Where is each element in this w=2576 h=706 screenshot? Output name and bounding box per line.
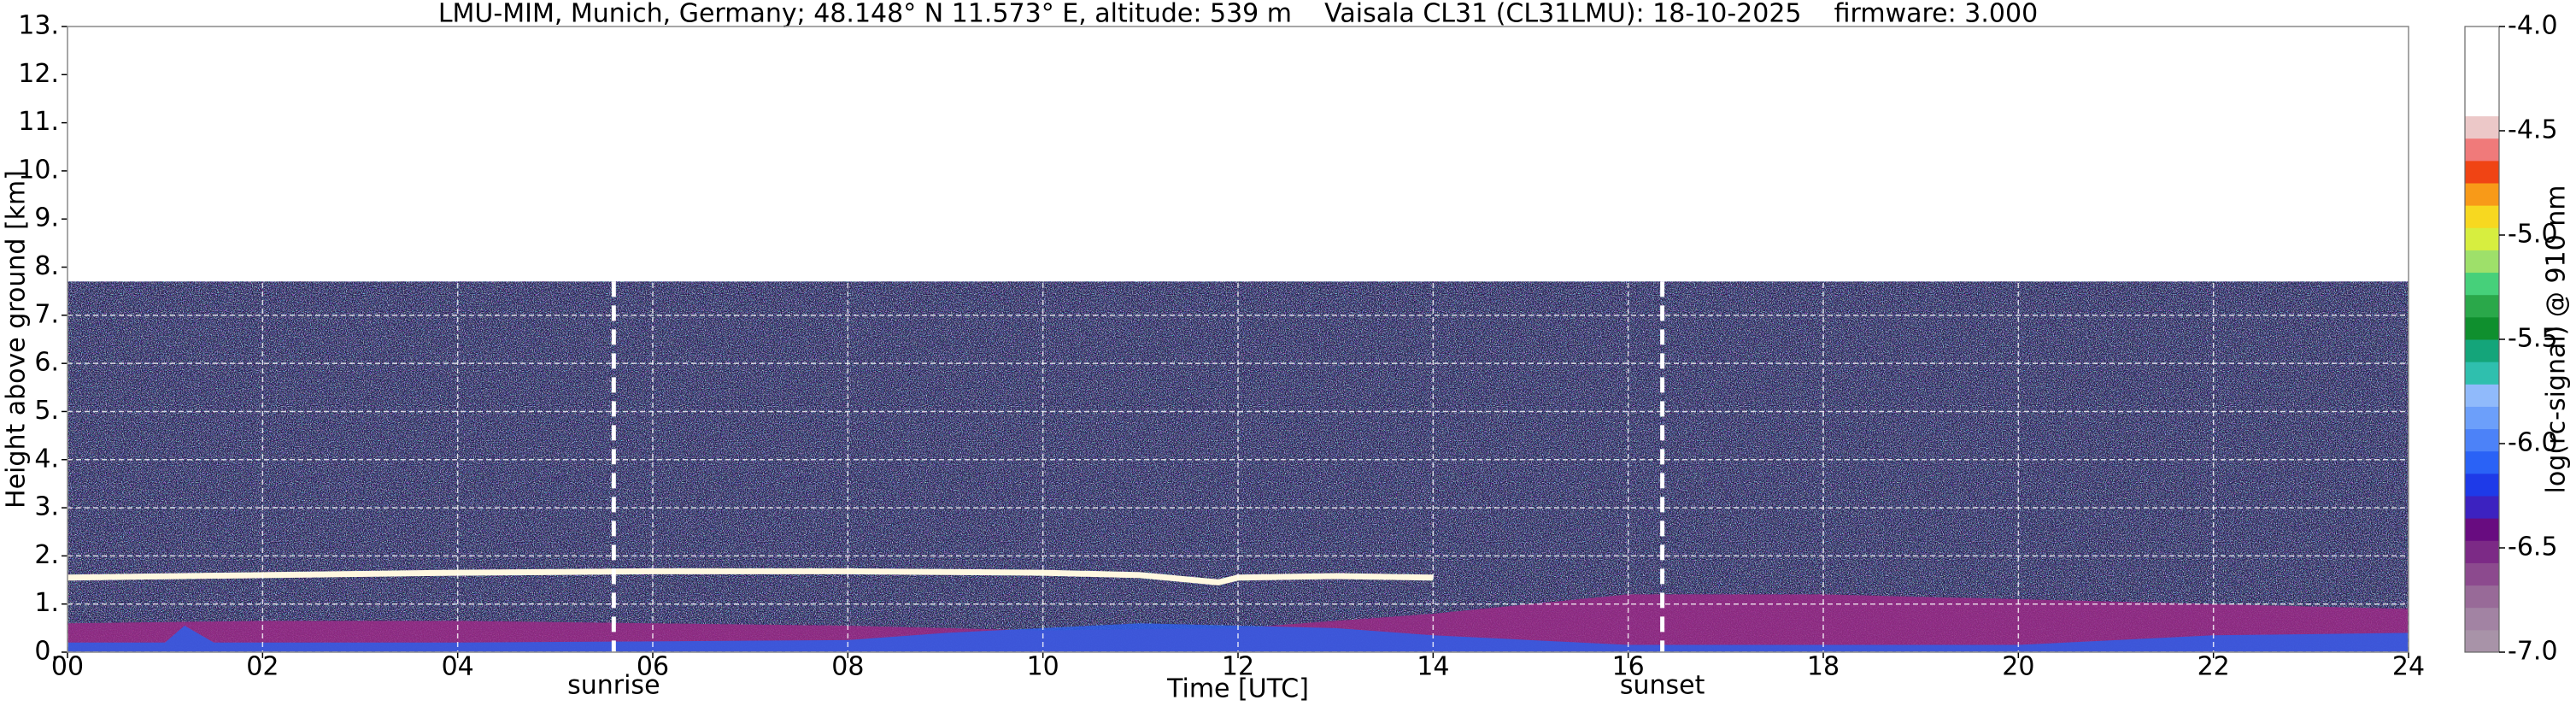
colorbar-band (2465, 272, 2499, 296)
y-tick-label: 12. (18, 59, 59, 89)
colorbar-band (2465, 183, 2499, 206)
y-tick-label: 0. (34, 637, 59, 667)
colorbar-band (2465, 227, 2499, 250)
y-tick-label: 11. (18, 107, 59, 137)
colorbar-label: log(rc-signal) @ 910 nm (2542, 185, 2572, 494)
colorbar-band (2465, 473, 2499, 497)
x-tick-label: 00 (51, 652, 84, 682)
sun-event-label: sunrise (567, 671, 660, 701)
x-tick-label: 14 (1417, 652, 1449, 682)
colorbar-tick-label: -6.0 (2508, 428, 2558, 458)
colorbar-tick-label: -5.0 (2508, 220, 2558, 250)
x-tick-label: 22 (2198, 652, 2230, 682)
y-tick-label: 13. (18, 11, 59, 41)
sun-event-label: sunset (1620, 671, 1705, 701)
y-tick-label: 7. (34, 299, 59, 329)
y-tick-label: 6. (34, 348, 59, 378)
colorbar-tick-label: -6.5 (2508, 532, 2558, 562)
x-tick-label: 06 (637, 652, 669, 682)
y-tick-label: 10. (18, 155, 59, 185)
x-tick-label: 18 (1807, 652, 1840, 682)
colorbar-band (2465, 406, 2499, 430)
colorbar-band (2465, 26, 2499, 50)
colorbar-band (2465, 71, 2499, 94)
colorbar-band (2465, 362, 2499, 385)
y-tick-label: 9. (34, 203, 59, 233)
colorbar-band (2465, 585, 2499, 609)
colorbar-band (2465, 115, 2499, 139)
chart-title: LMU-MIM, Munich, Germany; 48.148° N 11.5… (438, 0, 2038, 29)
colorbar-tick-label: -7.0 (2508, 637, 2558, 667)
colorbar-band (2465, 496, 2499, 519)
x-tick-label: 10 (1027, 652, 1059, 682)
colorbar-tick-label: -4.5 (2508, 115, 2558, 145)
x-axis-label: Time [UTC] (1166, 674, 1309, 704)
colorbar-band (2465, 316, 2499, 340)
colorbar-band (2465, 629, 2499, 653)
colorbar-band (2465, 49, 2499, 72)
colorbar-band (2465, 562, 2499, 586)
colorbar-band (2465, 384, 2499, 407)
y-tick-label: 4. (34, 444, 59, 474)
x-tick-label: 04 (442, 652, 474, 682)
colorbar-band (2465, 294, 2499, 318)
colorbar-band (2465, 607, 2499, 631)
colorbar-tick-label: -5.5 (2508, 324, 2558, 354)
x-tick-label: 08 (831, 652, 864, 682)
x-tick-label: 16 (1612, 652, 1645, 682)
y-tick-label: 2. (34, 540, 59, 570)
cloud-layer (67, 568, 1434, 585)
x-tick-label: 24 (2392, 652, 2425, 682)
colorbar-band (2465, 93, 2499, 117)
y-tick-label: 8. (34, 251, 59, 281)
colorbar-band (2465, 518, 2499, 541)
plot-frame (67, 26, 2409, 653)
colorbar-band (2465, 339, 2499, 362)
y-tick-label: 1. (34, 588, 59, 618)
y-tick-label: 5. (34, 396, 59, 426)
x-tick-label: 12 (1222, 652, 1254, 682)
x-tick-label: 02 (246, 652, 279, 682)
x-tick-label: 20 (2002, 652, 2034, 682)
colorbar-band (2465, 450, 2499, 474)
colorbar-band (2465, 138, 2499, 162)
colorbar-tick-label: -4.0 (2508, 11, 2558, 41)
colorbar-band (2465, 250, 2499, 274)
colorbar-band (2465, 205, 2499, 228)
y-tick-label: 3. (34, 492, 59, 522)
colorbar-band (2465, 160, 2499, 184)
colorbar-band (2465, 540, 2499, 563)
colorbar-band (2465, 428, 2499, 452)
y-axis-label: Height above ground [km] (2, 170, 32, 509)
